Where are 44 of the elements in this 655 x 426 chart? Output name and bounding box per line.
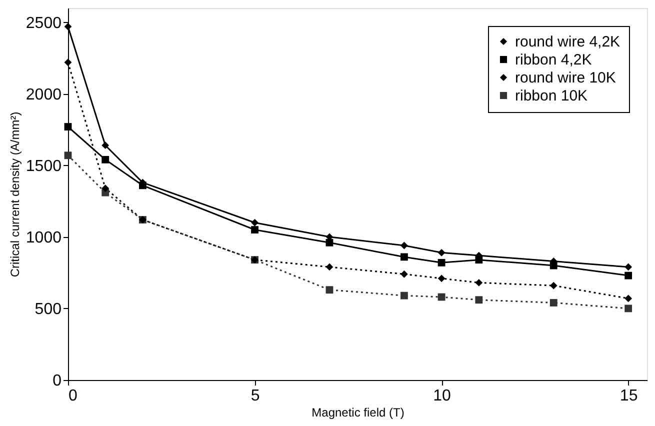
point xyxy=(438,293,446,301)
point xyxy=(624,272,632,280)
point xyxy=(64,22,72,30)
point xyxy=(400,242,408,250)
point xyxy=(326,238,334,246)
x-axis-title: Magnetic field (T) xyxy=(312,406,404,420)
point xyxy=(251,218,258,226)
point xyxy=(64,58,72,66)
x-tick-label: 15 xyxy=(620,388,638,404)
point xyxy=(102,142,110,150)
point xyxy=(400,292,408,300)
point xyxy=(475,296,483,304)
point xyxy=(400,270,408,278)
y-tick-label: 2000 xyxy=(26,86,62,104)
y-tick-label: 1000 xyxy=(26,229,62,246)
x-tick-label: 0 xyxy=(68,388,78,404)
point xyxy=(624,294,632,302)
point xyxy=(475,279,483,286)
point xyxy=(102,156,110,164)
legend-label: ribbon 4,2K xyxy=(515,52,592,68)
point xyxy=(400,253,408,261)
point xyxy=(438,258,446,266)
point xyxy=(624,304,632,312)
x-tick-label: 10 xyxy=(433,388,452,404)
point xyxy=(251,226,258,234)
point xyxy=(64,152,72,160)
x-tick-label: 5 xyxy=(250,388,260,404)
point xyxy=(624,263,632,271)
y-tick-label: 500 xyxy=(34,300,62,318)
point xyxy=(326,263,334,271)
legend-label: round wire 4,2K xyxy=(515,34,620,50)
y-tick-label: 1500 xyxy=(26,158,62,175)
legend-label: round wire 10K xyxy=(515,70,616,86)
point xyxy=(550,282,558,290)
point xyxy=(438,248,446,256)
point xyxy=(102,184,110,192)
y-axis-title: Critical current density (A/mm²) xyxy=(8,112,22,278)
point xyxy=(438,274,446,282)
y-tick-label: 2500 xyxy=(26,14,62,32)
point xyxy=(64,123,72,130)
legend-label: ribbon 10K xyxy=(515,88,588,104)
point xyxy=(326,286,334,294)
y-tick-label: 0 xyxy=(52,372,62,390)
point xyxy=(550,299,558,306)
